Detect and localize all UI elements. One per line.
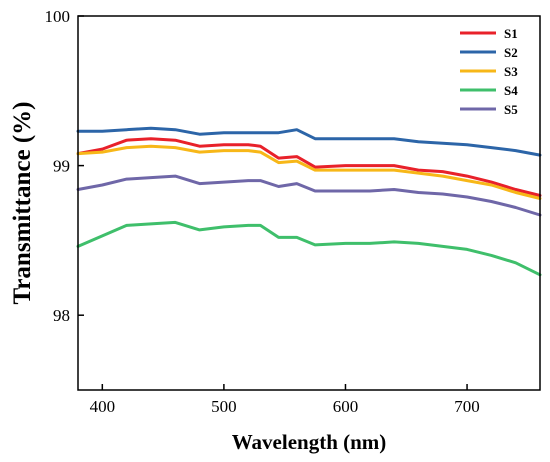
series-line-s2 (76, 126, 542, 157)
series-line-s5 (76, 174, 542, 217)
series-line-s4 (76, 220, 542, 277)
ticks-layer: 400 500 600 700 98 99 100 (45, 7, 480, 416)
x-axis-label: Wavelength (nm) (232, 430, 387, 454)
legend-label-s4: S4 (504, 83, 518, 98)
legend: S1 S2 S3 S4 S5 (460, 26, 518, 117)
y-tick-label: 100 (45, 7, 71, 26)
plot-frame (77, 15, 541, 391)
y-tick-label: 98 (53, 306, 70, 325)
legend-label-s2: S2 (504, 45, 518, 60)
series-line-s3 (76, 144, 542, 200)
series-layer (76, 126, 542, 277)
x-tick-label: 600 (333, 397, 359, 416)
y-axis-label: Transmittance (%) (9, 102, 36, 305)
series-line-s1 (76, 137, 542, 197)
legend-label-s1: S1 (504, 26, 518, 41)
y-tick-label: 99 (53, 157, 70, 176)
legend-label-s3: S3 (504, 64, 518, 79)
x-tick-label: 500 (211, 397, 237, 416)
x-tick-label: 700 (454, 397, 480, 416)
x-tick-label: 400 (90, 397, 116, 416)
legend-label-s5: S5 (504, 102, 518, 117)
